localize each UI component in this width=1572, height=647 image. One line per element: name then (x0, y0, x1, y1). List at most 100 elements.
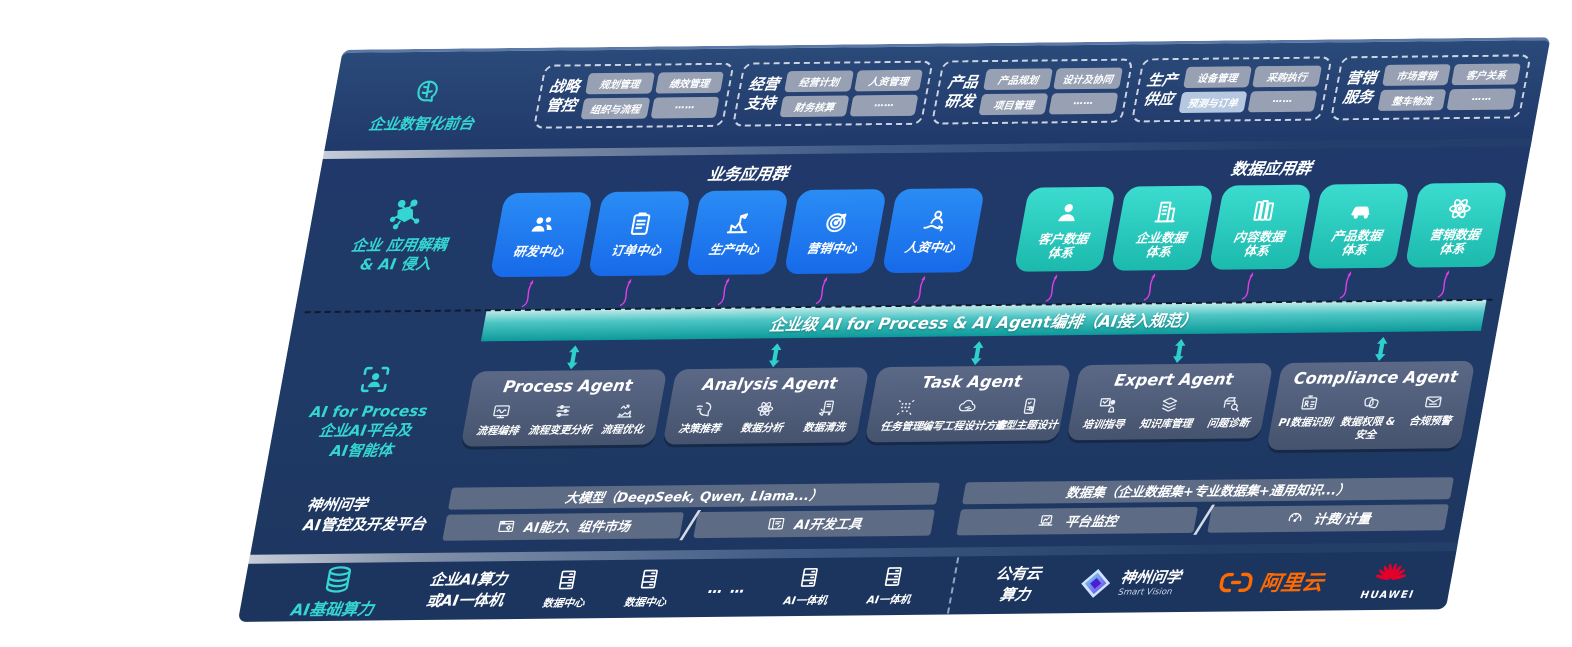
smartvision-diamond-icon (1076, 567, 1115, 600)
infra-label: AI基础算力 (289, 599, 376, 620)
ai-agent-band: AI for Process 企业AI平台及 AI智能体 Process Agent… (264, 336, 1495, 477)
database-icon (318, 563, 358, 597)
clipboard-icon (624, 209, 658, 238)
process-optimize-icon (613, 400, 638, 421)
module-pill: 采购执行 (1252, 65, 1322, 88)
front-office-groups: 战略 管控 规划管理 绩效管理 组织与流程 …… 经营 支持 经营计划 人资管理 财… (509, 50, 1548, 149)
books-icon (1247, 196, 1281, 225)
layers-icon (1157, 394, 1182, 415)
window-tool-icon (765, 514, 787, 533)
front-office-group-marketing: 营销 服务 市场营销 客户关系 整车物流 …… (1329, 54, 1532, 121)
module-pill: 产品规划 (983, 68, 1053, 91)
data-box-enterprise: 企业数据 体系 (1111, 185, 1215, 271)
group-title: 经营 支持 (743, 75, 781, 113)
decision-head-icon (691, 399, 716, 420)
tool-cell-billing: 计费/计量 (1207, 503, 1450, 533)
front-office-group-product: 产品 研发 产品规划 设计及协同 项目管理 …… (931, 58, 1134, 125)
app-layer-label-block: 企业 应用解耦 & AI 侵入 (295, 161, 507, 310)
platform-label: 神州问学 AI管控及开发平台 (301, 495, 428, 535)
double-arrow-icon (968, 341, 987, 365)
data-box-content: 内容数据 体系 (1208, 184, 1313, 270)
group-title: 生产 供应 (1142, 71, 1179, 109)
dataset-bar: 数据集（企业数据集+专业数据集+通用知识...） (962, 476, 1455, 504)
data-box-customer: 客户数据 体系 (1013, 186, 1117, 272)
compliance-alert-icon (1421, 391, 1446, 412)
server-icon (878, 564, 908, 589)
monitor-wave-icon (489, 401, 514, 422)
server-icon (634, 567, 664, 592)
window-gear-icon (495, 517, 517, 536)
theme-design-icon (1017, 395, 1042, 416)
double-arrow-icon (1170, 339, 1189, 363)
vendor-huawei-logo: HUAWEI (1360, 560, 1421, 601)
hr-icon (918, 206, 952, 235)
data-box-marketing: 营销数据 体系 (1404, 182, 1509, 268)
app-box-marketing-center: 营销中心 (783, 189, 887, 275)
module-pill-more: …… (1048, 92, 1118, 115)
double-arrow-icon (564, 345, 583, 369)
infra-label-block: AI基础算力 (238, 562, 434, 622)
module-pill-more: …… (650, 96, 720, 119)
module-pill: 组织与流程 (580, 97, 651, 120)
data-clean-icon (815, 398, 840, 419)
front-office-group-operation: 经营 支持 经营计划 人资管理 财务核算 …… (732, 60, 935, 127)
production-icon (722, 208, 756, 237)
molecule-icon (385, 196, 425, 230)
atom-icon (1442, 194, 1476, 223)
module-pill-highlighted: 预测与订单 (1178, 91, 1248, 114)
target-icon (820, 207, 854, 236)
task-grid-icon (893, 397, 918, 418)
flow-arrow-icon (519, 278, 542, 308)
module-pill: 绩效管理 (654, 71, 725, 94)
diagnose-icon (1219, 393, 1244, 414)
flow-arrow-icon (1043, 272, 1066, 302)
module-pill: 市场营销 (1381, 64, 1452, 86)
app-box-rd-center: 研发中心 (489, 192, 594, 278)
tool-cell-ai-market: AI能力、组件市场 (442, 511, 685, 541)
public-cloud-label: 公有云 算力 (994, 564, 1043, 604)
training-icon (1095, 395, 1120, 416)
module-pill: 设计及协同 (1053, 67, 1123, 90)
module-pill-more: …… (1446, 88, 1517, 111)
module-pill: 经营计划 (784, 70, 854, 93)
double-arrow-icon (766, 343, 785, 367)
tool-cell-monitoring: 平台监控 (956, 506, 1199, 535)
module-pill: 客户关系 (1451, 63, 1521, 86)
cloud-design-icon (955, 396, 980, 417)
app-box-hr-center: 人资中心 (881, 188, 985, 274)
ai-layer-label-line1: AI for Process (308, 401, 429, 421)
data-app-group: 数据应用群 客户数据 体系 企业数据 体系 内容数据 体系 产品数据 体系 营销… (1007, 151, 1514, 303)
module-pill: 整车物流 (1377, 89, 1447, 111)
flow-arrow-icon (1141, 271, 1164, 301)
app-box-order-center: 订单中心 (587, 191, 691, 277)
brain-icon (408, 77, 447, 110)
group-title: 战略 管控 (544, 77, 582, 115)
ai-layer-label-block: AI for Process 企业AI平台及 AI智能体 (264, 346, 473, 476)
platform-band: 神州问学 AI管控及开发平台 大模型（DeepSeek, Qwen, Llama.… (252, 472, 1471, 547)
front-office-label-block: 企业数智化前台 (324, 61, 525, 151)
flow-arrow-icon (1239, 270, 1262, 300)
sliders-icon (551, 400, 576, 421)
agent-box-task: Task Agent 任务管理 编写工程设计方案 造型主题设计 (864, 365, 1072, 442)
ai-layer-label-line2: 企业AI平台及 (317, 421, 413, 441)
building-icon (1149, 197, 1183, 226)
app-layer-label-line2: & AI 侵入 (358, 254, 433, 274)
data-security-icon (1359, 392, 1384, 413)
architecture-diagram-panel: 企业数智化前台 战略 管控 规划管理 绩效管理 组织与流程 …… 经营 支持 经营计… (237, 37, 1551, 622)
flow-arrow-icon (1337, 269, 1360, 299)
node-datacenter-2: 数据中心 (623, 567, 673, 611)
flow-arrow-icon (617, 277, 640, 307)
tool-cell-ai-devtools: AI开发工具 (693, 509, 936, 538)
model-group: 大模型（DeepSeek, Qwen, Llama...） AI能力、组件市场 … (442, 482, 941, 541)
application-band: 企业 应用解耦 & AI 侵入 业务应用群 研发中心 订单中心 生产中心 营销中心… (295, 146, 1531, 310)
user-icon (1051, 198, 1085, 227)
compute-label: 企业AI算力 或AI一体机 (424, 569, 510, 610)
vendor-smartvision-logo: 神州问学 Smart Vision (1076, 566, 1183, 600)
module-pill: 项目管理 (978, 93, 1049, 116)
atom-icon (753, 398, 778, 419)
agent-box-process: Process Agent 流程编排 流程变更分析 流程优化 (460, 369, 668, 447)
module-pill: 人资管理 (853, 69, 924, 92)
vendor-aliyun-logo: 阿里云 (1217, 566, 1327, 597)
vertical-dashed-divider (947, 557, 960, 614)
agent-box-compliance: Compliance Agent PI数据识别 数据权限 & 安全 合规预警 (1266, 360, 1476, 451)
